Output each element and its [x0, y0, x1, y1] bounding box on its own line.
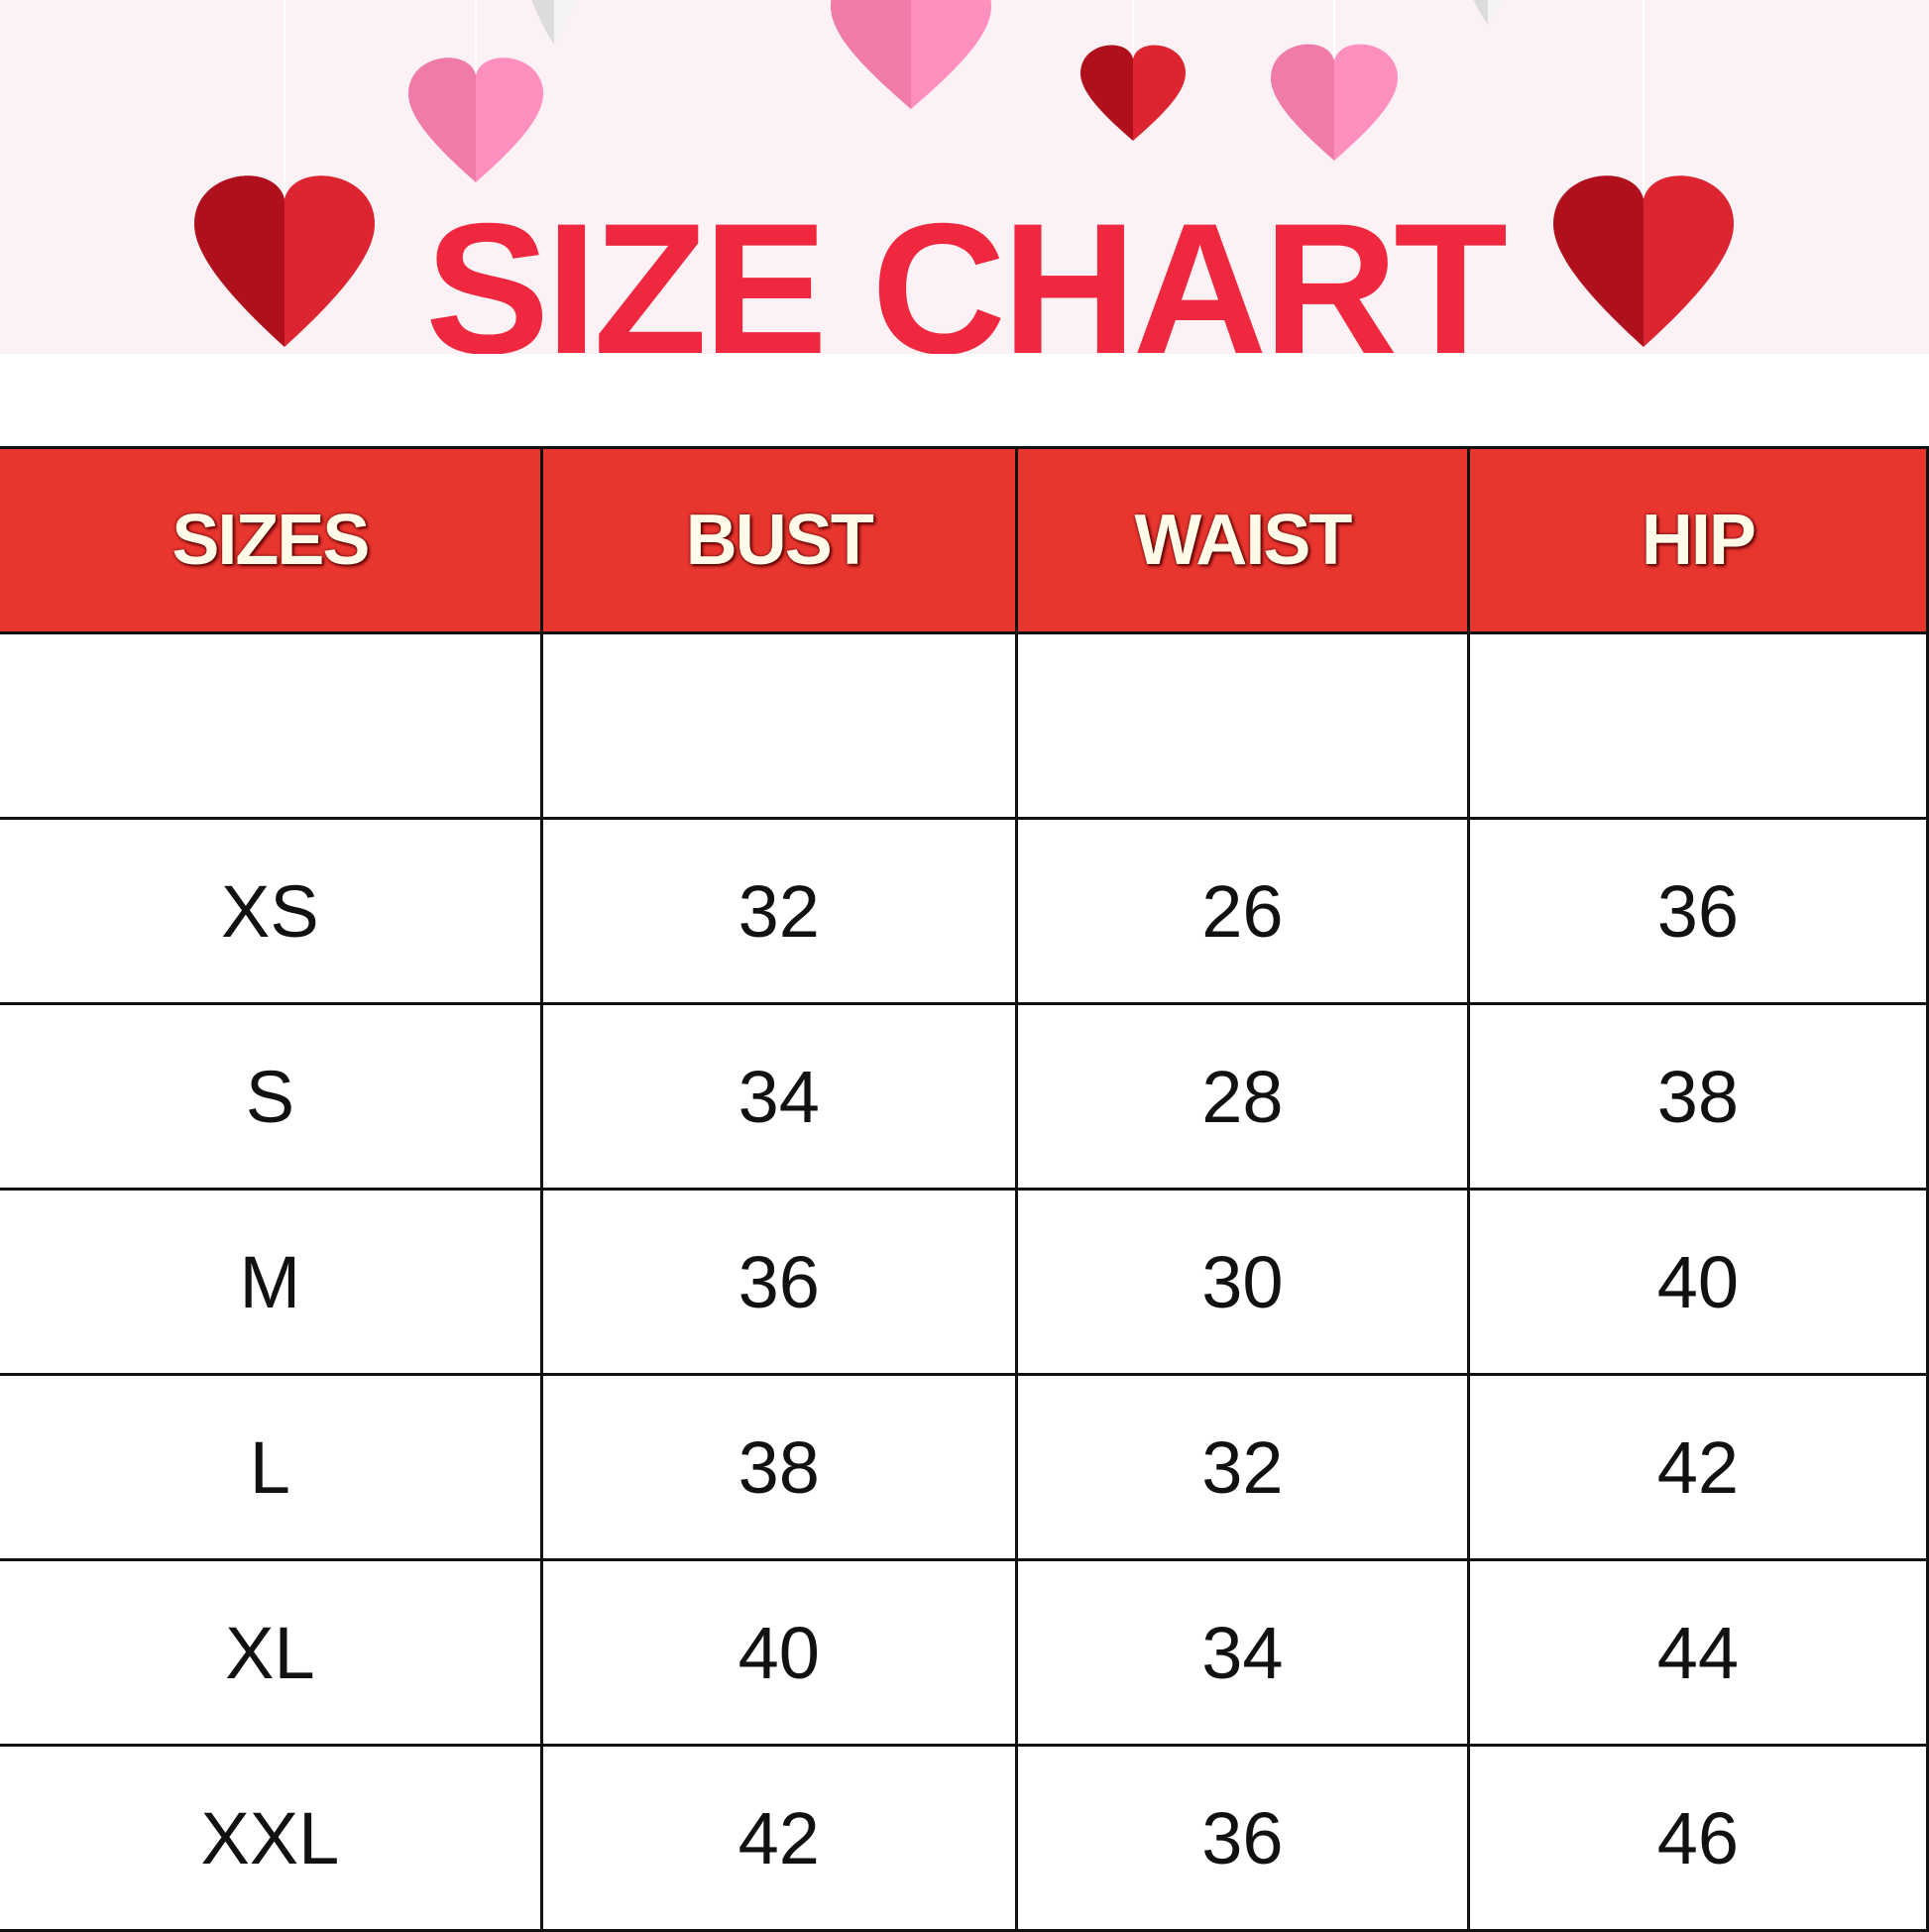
hanging-hearts-decoration — [194, 0, 1734, 347]
header-sizes: SIZES — [0, 446, 543, 634]
table-row: XL 40 34 44 — [0, 1558, 1929, 1747]
header-bust: BUST — [539, 446, 1018, 634]
heart-white-icon — [1473, 0, 1503, 25]
cell-size: XL — [0, 1558, 543, 1747]
cell-hip: 36 — [1466, 817, 1929, 1005]
cell-bust: 40 — [539, 1558, 1018, 1747]
table-row: S 34 28 38 — [0, 1002, 1929, 1191]
cell-hip: 42 — [1466, 1373, 1929, 1561]
cell-hip — [1466, 631, 1929, 820]
heart-red-icon — [1553, 0, 1734, 347]
header-hip: HIP — [1466, 446, 1929, 634]
cell-waist: 36 — [1014, 1744, 1470, 1932]
cell-hip: 44 — [1466, 1558, 1929, 1747]
page-title: SIZE CHART — [425, 194, 1508, 354]
cell-bust: 36 — [539, 1188, 1018, 1376]
table-header-row: SIZES BUST WAIST HIP — [0, 446, 1929, 634]
cell-waist: 30 — [1014, 1188, 1470, 1376]
table-row: XXL 42 36 46 — [0, 1744, 1929, 1932]
cell-bust: 34 — [539, 1002, 1018, 1191]
heart-pink-icon — [408, 0, 543, 182]
table-row: M 36 30 40 — [0, 1188, 1929, 1376]
header-waist: WAIST — [1014, 446, 1470, 634]
heart-white-icon — [531, 0, 577, 45]
cell-hip: 38 — [1466, 1002, 1929, 1191]
size-table: SIZES BUST WAIST HIP XS 32 26 36 S 34 28 38 M 36 3… — [0, 446, 1929, 1932]
table-row: L 38 32 42 — [0, 1373, 1929, 1561]
cell-size: M — [0, 1188, 543, 1376]
cell-size: L — [0, 1373, 543, 1561]
cell-waist — [1014, 631, 1470, 820]
cell-bust: 32 — [539, 817, 1018, 1005]
cell-bust: 38 — [539, 1373, 1018, 1561]
heart-red-icon — [194, 0, 375, 347]
cell-size: XS — [0, 817, 543, 1005]
cell-waist: 26 — [1014, 817, 1470, 1005]
cell-size — [0, 631, 543, 820]
table-row — [0, 631, 1929, 820]
cell-size: XXL — [0, 1744, 543, 1932]
heart-pink-icon — [831, 0, 991, 109]
cell-bust — [539, 631, 1018, 820]
table-row: XS 32 26 36 — [0, 817, 1929, 1005]
heart-pink-icon — [1271, 0, 1398, 161]
heart-red-icon — [1080, 0, 1186, 141]
cell-hip: 46 — [1466, 1744, 1929, 1932]
cell-bust: 42 — [539, 1744, 1018, 1932]
cell-size: S — [0, 1002, 543, 1191]
cell-hip: 40 — [1466, 1188, 1929, 1376]
cell-waist: 28 — [1014, 1002, 1470, 1191]
cell-waist: 34 — [1014, 1558, 1470, 1747]
cell-waist: 32 — [1014, 1373, 1470, 1561]
